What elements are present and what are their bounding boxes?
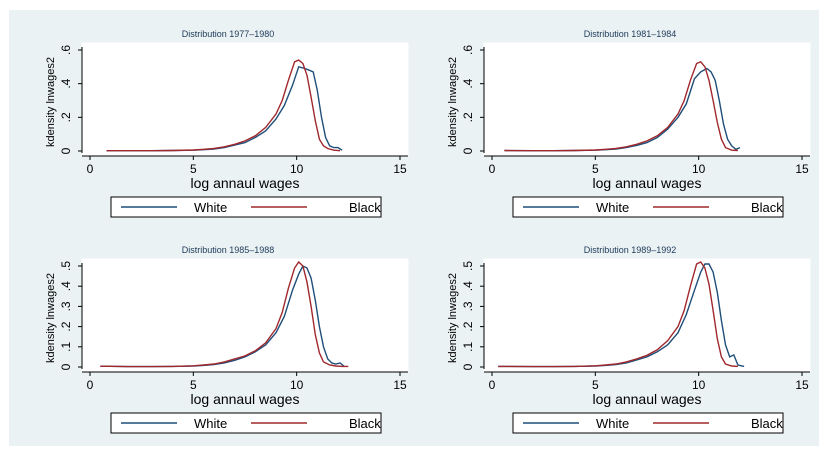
legend-label-white: White <box>194 416 227 431</box>
x-tick-label: 10 <box>290 162 304 176</box>
panel-title: Distribution 1989–1992 <box>584 245 677 255</box>
y-tick-label: .1 <box>59 341 73 351</box>
x-axis-label: log annaul wages <box>191 175 300 191</box>
legend <box>512 196 784 218</box>
x-tick-label: 15 <box>393 162 407 176</box>
y-axis-label: kdensity lnwages2 <box>45 57 57 147</box>
panel-title: Distribution 1985–1988 <box>182 245 275 255</box>
y-tick-label: .3 <box>461 301 475 311</box>
legend-label-black: Black <box>349 416 381 431</box>
x-tick-label: 0 <box>489 162 496 176</box>
legend-label-black: Black <box>751 416 783 431</box>
legend-label-white: White <box>596 200 629 215</box>
y-tick-label: 0 <box>59 147 73 154</box>
y-axis-label: kdensity lnwages2 <box>447 273 459 363</box>
x-tick-label: 0 <box>87 162 94 176</box>
plot-area <box>81 258 409 373</box>
legend-label-white: White <box>596 416 629 431</box>
chart-figure: Distribution 1977–1980 0 .2 .4 .6 0 5 10 15 kdens… <box>9 10 819 446</box>
x-tick-label: 10 <box>692 378 706 392</box>
chart-panel-1: Distribution 1977–1980 0 .2 .4 .6 0 5 10 15 kdens… <box>45 29 409 218</box>
y-tick-label: .3 <box>59 301 73 311</box>
legend <box>512 412 784 434</box>
y-tick-label: 0 <box>461 363 475 370</box>
y-axis-label: kdensity lnwages2 <box>45 273 57 363</box>
y-tick-label: .5 <box>461 261 475 271</box>
panel-title: Distribution 1977–1980 <box>182 29 275 39</box>
x-tick-label: 0 <box>489 378 496 392</box>
y-tick-label: .6 <box>461 45 475 55</box>
plot-area <box>483 42 811 157</box>
y-tick-label: .2 <box>461 112 475 122</box>
y-tick-label: 0 <box>59 363 73 370</box>
plot-area <box>81 42 409 157</box>
x-tick-label: 5 <box>592 378 599 392</box>
y-tick-label: .1 <box>461 341 475 351</box>
y-tick-label: .4 <box>461 281 475 291</box>
legend-label-black: Black <box>751 200 783 215</box>
x-tick-label: 0 <box>87 378 94 392</box>
series-line-black <box>504 60 738 152</box>
y-tick-label: .4 <box>59 281 73 291</box>
x-tick-label: 5 <box>190 162 197 176</box>
x-tick-label: 10 <box>290 378 304 392</box>
y-tick-label: .2 <box>59 321 73 331</box>
x-axis-label: log annaul wages <box>593 391 702 407</box>
legend-label-black: Black <box>349 200 381 215</box>
y-axis-label: kdensity lnwages2 <box>447 57 459 147</box>
legend <box>110 412 382 434</box>
x-tick-label: 15 <box>393 378 407 392</box>
x-tick-label: 5 <box>592 162 599 176</box>
series-line-black <box>106 59 341 152</box>
legend-label-white: White <box>194 200 227 215</box>
y-tick-label: .4 <box>59 78 73 88</box>
series-line-black <box>498 261 738 368</box>
y-tick-label: .6 <box>59 45 73 55</box>
x-tick-label: 15 <box>795 162 809 176</box>
x-axis-label: log annaul wages <box>191 391 300 407</box>
x-tick-label: 10 <box>692 162 706 176</box>
panel-title: Distribution 1981–1984 <box>584 29 677 39</box>
plot-area <box>483 258 811 373</box>
y-tick-label: .2 <box>59 112 73 122</box>
series-line-black <box>100 260 349 368</box>
chart-panel-4: Distribution 1989–1992 0 .1 .2 .3 .4 .5 0 5 10 15 k… <box>447 245 811 434</box>
y-tick-label: 0 <box>461 147 475 154</box>
legend <box>110 196 382 218</box>
y-tick-label: .4 <box>461 78 475 88</box>
x-axis-label: log annaul wages <box>593 175 702 191</box>
x-tick-label: 5 <box>190 378 197 392</box>
chart-canvas: Distribution 1977–1980 0 .2 .4 .6 0 5 10 15 kdens… <box>45 29 811 434</box>
chart-panel-2: Distribution 1981–1984 0 .2 .4 .6 0 5 10 15 kdens… <box>447 29 811 218</box>
chart-panel-3: Distribution 1985–1988 0 .1 .2 .3 .4 .5 0 5 10 15 k… <box>45 245 409 434</box>
x-tick-label: 15 <box>795 378 809 392</box>
y-tick-label: .2 <box>461 321 475 331</box>
y-tick-label: .5 <box>59 261 73 271</box>
